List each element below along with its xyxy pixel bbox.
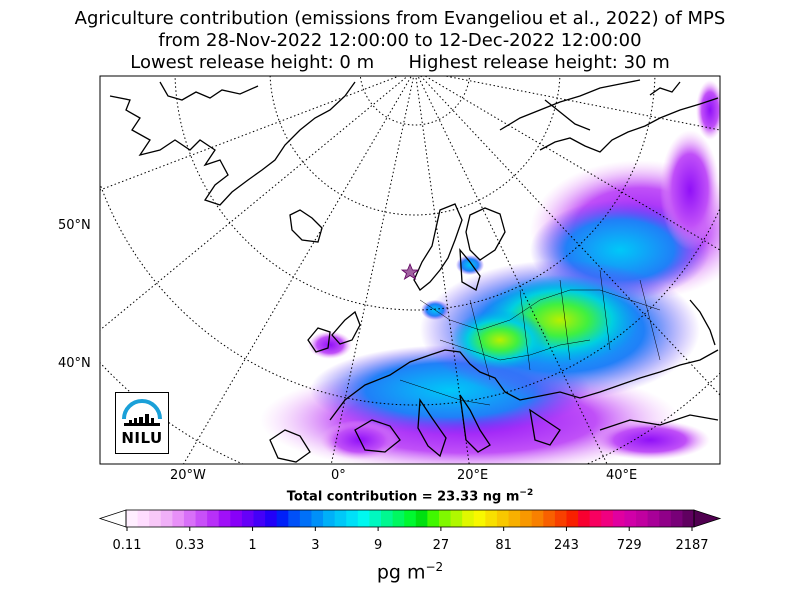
colorbar-swatch bbox=[195, 510, 208, 527]
colorbar-swatch bbox=[578, 510, 591, 527]
colorbar-frame bbox=[125, 509, 695, 528]
colorbar-swatch bbox=[230, 510, 243, 527]
colorbar-tick-label: 0.33 bbox=[175, 538, 205, 553]
colorbar-swatch bbox=[207, 510, 220, 527]
colorbar-tick-label: 0.11 bbox=[112, 538, 142, 553]
colorbar-swatch bbox=[357, 510, 370, 527]
colorbar-swatch bbox=[496, 510, 509, 527]
colorbar-swatch bbox=[241, 510, 254, 527]
colorbar-tick-label: 2187 bbox=[675, 538, 709, 553]
colorbar-swatch bbox=[682, 510, 695, 527]
colorbar-swatch bbox=[508, 510, 521, 527]
colorbar-unit-exponent: −2 bbox=[425, 560, 444, 574]
colorbar-swatch bbox=[265, 510, 278, 527]
colorbar-swatch bbox=[299, 510, 312, 527]
colorbar-high-extension bbox=[693, 509, 722, 528]
borders bbox=[399, 269, 661, 406]
release-site-star-icon bbox=[400, 262, 420, 280]
map-frame bbox=[99, 75, 721, 465]
lon-label-20w: 20°W bbox=[170, 468, 206, 483]
lat-label-50n: 50°N bbox=[58, 218, 91, 233]
colorbar-swatch bbox=[636, 510, 649, 527]
coastlines bbox=[109, 79, 719, 463]
colorbar-swatch bbox=[253, 510, 266, 527]
total-contribution-exponent: −2 bbox=[519, 488, 534, 498]
concentration-field bbox=[260, 80, 720, 464]
colorbar-swatch bbox=[554, 510, 567, 527]
lon-label-20e: 20°E bbox=[457, 468, 489, 483]
colorbar-swatch bbox=[346, 510, 359, 527]
colorbar-swatch bbox=[288, 510, 301, 527]
total-contribution-text: Total contribution = 23.33 ng m bbox=[286, 489, 520, 505]
colorbar-swatch bbox=[415, 510, 428, 527]
colorbar-swatch bbox=[404, 510, 417, 527]
colorbar-tick-label: 243 bbox=[554, 538, 579, 553]
colorbar-swatch bbox=[183, 510, 196, 527]
colorbar-swatch bbox=[427, 510, 440, 527]
colorbar-swatch bbox=[659, 510, 672, 527]
colorbar-swatch bbox=[566, 510, 579, 527]
colorbar bbox=[98, 509, 722, 531]
colorbar-swatch bbox=[520, 510, 533, 527]
colorbar-swatch bbox=[149, 510, 162, 527]
lat-label-40n: 40°N bbox=[58, 356, 91, 371]
colorbar-swatch bbox=[531, 510, 544, 527]
colorbar-swatch bbox=[612, 510, 625, 527]
total-contribution: Total contribution = 23.33 ng m−2 bbox=[0, 488, 800, 504]
nilu-logo-text: NILU bbox=[121, 429, 163, 447]
colorbar-swatch bbox=[543, 510, 556, 527]
title-line-3: Lowest release height: 0 m Highest relea… bbox=[130, 52, 670, 73]
colorbar-tick-label: 27 bbox=[432, 538, 450, 553]
map-area bbox=[100, 76, 720, 464]
lon-label-0: 0° bbox=[331, 468, 346, 483]
colorbar-swatch bbox=[647, 510, 660, 527]
colorbar-swatch bbox=[334, 510, 347, 527]
colorbar-swatch bbox=[172, 510, 185, 527]
colorbar-swatch bbox=[670, 510, 683, 527]
colorbar-swatch bbox=[323, 510, 336, 527]
colorbar-tick-label: 729 bbox=[616, 538, 642, 553]
title-line-1: Agriculture contribution (emissions from… bbox=[74, 8, 726, 29]
colorbar-swatch bbox=[276, 510, 289, 527]
colorbar-swatch bbox=[624, 510, 637, 527]
graticule bbox=[100, 76, 720, 464]
lon-label-40e: 40°E bbox=[606, 468, 638, 483]
colorbar-swatch bbox=[462, 510, 475, 527]
nilu-logo: NILU bbox=[115, 392, 169, 454]
colorbar-tick-label: 9 bbox=[373, 538, 383, 553]
colorbar-tick-label: 1 bbox=[248, 538, 257, 553]
colorbar-swatch bbox=[485, 510, 498, 527]
colorbar-swatch bbox=[473, 510, 486, 527]
colorbar-swatch bbox=[160, 510, 173, 527]
colorbar-swatch bbox=[126, 510, 138, 527]
colorbar-swatch bbox=[589, 510, 602, 527]
colorbar-swatch bbox=[438, 510, 451, 527]
colorbar-swatch bbox=[218, 510, 231, 527]
colorbar-swatch bbox=[601, 510, 614, 527]
title-line-2: from 28-Nov-2022 12:00:00 to 12-Dec-2022… bbox=[158, 30, 642, 51]
colorbar-unit: pg m−2 bbox=[0, 560, 800, 583]
colorbar-swatch bbox=[137, 510, 150, 527]
colorbar-unit-text: pg m bbox=[376, 561, 426, 584]
colorbar-tick-label: 3 bbox=[311, 538, 320, 553]
colorbar-swatch bbox=[392, 510, 405, 527]
colorbar-swatch bbox=[450, 510, 463, 527]
colorbar-swatch bbox=[369, 510, 382, 527]
colorbar-low-extension bbox=[98, 509, 127, 528]
colorbar-swatch bbox=[311, 510, 324, 527]
nilu-logo-graphic bbox=[122, 399, 162, 426]
colorbar-swatch bbox=[381, 510, 394, 527]
colorbar-tick-label: 81 bbox=[495, 538, 512, 553]
